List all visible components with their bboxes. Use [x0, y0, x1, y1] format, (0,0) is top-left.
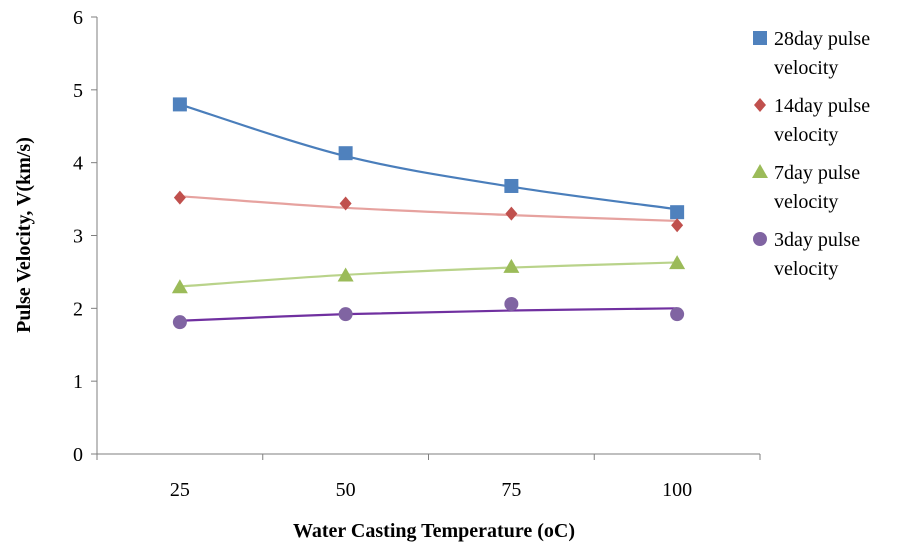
legend-label-14day: velocity	[774, 124, 838, 146]
data-point-28day	[504, 178, 519, 193]
trendline-28day	[179, 103, 678, 211]
x-axis-title: Water Casting Temperature (oC)	[293, 520, 575, 542]
data-point-28day	[172, 97, 187, 112]
legend-label-7day: 7day pulse	[774, 162, 860, 184]
legend-label-3day: velocity	[774, 258, 838, 280]
legend-item-14day: 14day pulse velocity	[754, 95, 870, 146]
legend-label-3day: 3day pulse	[774, 229, 860, 251]
data-point-3day	[504, 296, 519, 311]
axes	[91, 16, 761, 460]
legend-item-28day: 28day pulse velocity	[753, 28, 870, 79]
y-tick-label: 3	[73, 226, 83, 248]
legend-label-28day: 28day pulse	[774, 28, 870, 50]
data-point-3day	[338, 307, 353, 322]
data-point-3day	[172, 315, 187, 330]
trendline-3day	[179, 307, 678, 322]
data-point-7day	[503, 258, 520, 273]
data-point-3day	[670, 307, 685, 322]
x-tick-label: 100	[662, 479, 692, 501]
legend-item-7day: 7day pulse velocity	[752, 162, 860, 213]
data-point-14day	[339, 196, 352, 211]
data-markers	[171, 97, 686, 330]
legend-marker-7day	[752, 164, 768, 178]
x-tick-label: 25	[170, 479, 190, 501]
tick-labels: 0 1 2 3 4 5 6 25 50 75 100	[73, 7, 692, 501]
x-tick-label: 50	[336, 479, 356, 501]
y-tick-label: 6	[73, 7, 83, 29]
x-tick-label: 75	[501, 479, 521, 501]
legend-label-14day: 14day pulse	[774, 95, 870, 117]
legend-marker-28day	[753, 31, 767, 45]
legend-marker-3day	[753, 232, 767, 246]
data-point-7day	[171, 279, 188, 294]
trendline-14day	[179, 195, 678, 223]
data-point-28day	[670, 205, 685, 220]
y-tick-label: 4	[73, 153, 83, 175]
y-tick-label: 2	[73, 298, 83, 320]
legend-item-3day: 3day pulse velocity	[753, 229, 860, 280]
data-point-7day	[669, 255, 686, 270]
data-point-7day	[337, 267, 354, 282]
data-point-14day	[173, 190, 186, 205]
y-tick-label: 0	[73, 444, 83, 466]
legend-marker-14day	[754, 98, 766, 112]
legend-label-7day: velocity	[774, 191, 838, 213]
y-tick-label: 1	[73, 371, 83, 393]
trendline-7day	[179, 261, 678, 288]
trendlines	[179, 103, 678, 322]
data-point-14day	[505, 206, 518, 221]
y-axis-title: Pulse Velocity, V(km/s)	[13, 137, 35, 333]
legend-label-28day: velocity	[774, 57, 838, 79]
data-point-28day	[338, 146, 353, 161]
y-tick-label: 5	[73, 80, 83, 102]
data-point-14day	[671, 218, 684, 233]
